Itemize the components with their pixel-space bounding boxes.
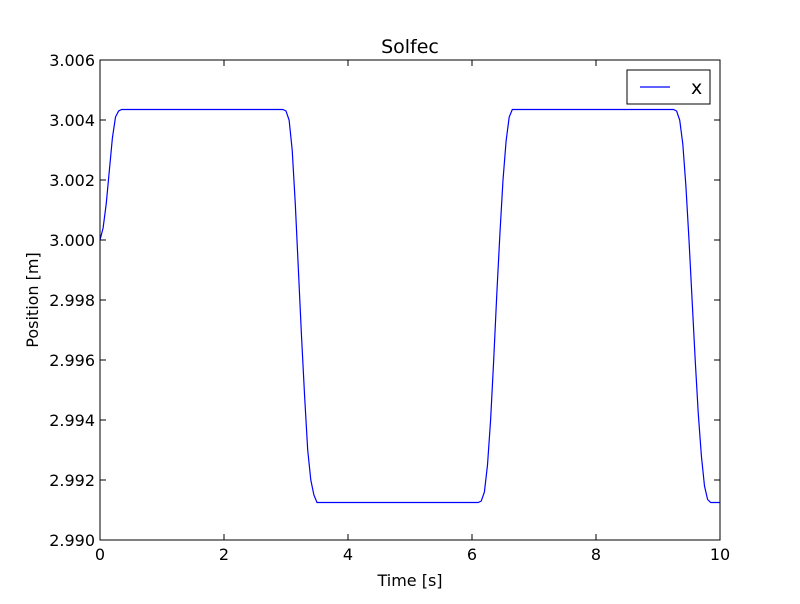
x-tick-label: 8 [591, 545, 601, 564]
y-tick-label: 2.990 [49, 531, 95, 550]
legend-label-x: x [691, 77, 702, 99]
series-line-x [99, 108, 720, 504]
y-tick-label: 3.002 [49, 171, 95, 190]
y-tick-label: 3.000 [49, 231, 95, 250]
legend: x [626, 69, 711, 105]
y-tick-label: 2.994 [49, 411, 95, 430]
chart-title: Solfec [381, 36, 439, 58]
x-tick-label: 6 [467, 545, 477, 564]
x-tick-label: 10 [710, 545, 730, 564]
y-tick-label: 2.992 [49, 471, 95, 490]
y-tick-label: 3.006 [49, 51, 95, 70]
y-tick-label: 2.998 [49, 291, 95, 310]
y-axis-label: Position [m] [23, 252, 42, 347]
plot-frame [99, 59, 721, 541]
axis-ticks [99, 59, 721, 541]
x-axis-label: Time [s] [376, 571, 442, 590]
axis-tick-labels: 0 2 4 6 8 10 2.990 2.992 2.994 2.996 2.998 3.000 3.0… [49, 51, 730, 564]
x-tick-label: 0 [95, 545, 105, 564]
y-tick-label: 3.004 [49, 111, 95, 130]
x-tick-label: 4 [343, 545, 353, 564]
y-tick-label: 2.996 [49, 351, 95, 370]
x-tick-label: 2 [219, 545, 229, 564]
